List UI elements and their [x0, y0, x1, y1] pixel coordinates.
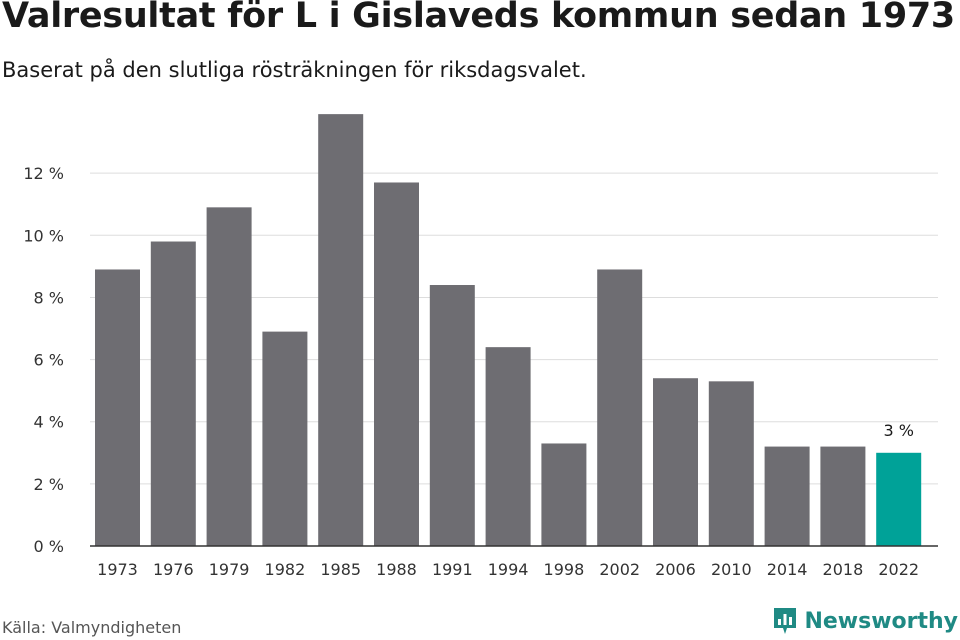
y-tick-label: 10 % — [23, 226, 64, 245]
bar-2014 — [764, 446, 810, 546]
bar-1979 — [206, 207, 252, 546]
bar-2010 — [708, 381, 754, 546]
x-tick-label: 1988 — [376, 560, 417, 579]
chart-title: Valresultat för L i Gislaveds kommun sed… — [2, 0, 955, 36]
newsworthy-logo-icon — [774, 608, 797, 634]
y-tick-label: 2 % — [34, 475, 64, 494]
y-tick-label: 8 % — [34, 288, 64, 307]
bar-1988 — [374, 182, 419, 546]
y-tick-label: 6 % — [34, 351, 64, 370]
bar-1991 — [429, 285, 475, 546]
chart-subtitle: Baserat på den slutliga rösträkningen fö… — [2, 58, 587, 82]
x-tick-label: 1976 — [153, 560, 194, 579]
x-tick-label: 1973 — [97, 560, 138, 579]
bar-1994 — [485, 347, 531, 546]
y-axis-ticks: 0 % 2 % 4 % 6 % 8 % 10 % 12 % — [23, 164, 64, 556]
bars — [95, 114, 922, 547]
x-tick-label: 2010 — [711, 560, 752, 579]
annotations: 3 % — [883, 421, 913, 440]
x-tick-label: 2002 — [599, 560, 640, 579]
bar-1976 — [150, 241, 196, 547]
bar-2022 — [876, 452, 922, 546]
x-tick-label: 1998 — [544, 560, 585, 579]
bar-2006 — [653, 378, 698, 546]
x-tick-label: 1979 — [209, 560, 250, 579]
bar-2002 — [597, 269, 643, 546]
x-tick-label: 1985 — [320, 560, 361, 579]
x-tick-label: 2018 — [823, 560, 864, 579]
bar-1998 — [541, 443, 587, 546]
x-tick-label: 1994 — [488, 560, 529, 579]
x-tick-label: 2006 — [655, 560, 696, 579]
bar-1982 — [262, 331, 308, 546]
x-tick-label: 1982 — [265, 560, 306, 579]
brand-name: Newsworthy — [804, 608, 958, 634]
x-tick-label: 2022 — [878, 560, 919, 579]
bar-1973 — [95, 269, 140, 546]
data-label: 3 % — [883, 421, 913, 440]
x-tick-label: 2014 — [767, 560, 808, 579]
y-tick-label: 4 % — [34, 413, 64, 432]
source-note: Källa: Valmyndigheten — [2, 618, 182, 637]
y-tick-label: 0 % — [34, 537, 64, 556]
x-tick-label: 1991 — [432, 560, 473, 579]
x-axis-ticks: 1973 1976 1979 1982 1985 1988 1991 1994 1998 2002… — [97, 560, 919, 579]
y-tick-label: 12 % — [23, 164, 64, 183]
brand-logo: Newsworthy — [772, 606, 958, 636]
bar-2018 — [820, 446, 866, 546]
bar-1985 — [318, 114, 364, 546]
